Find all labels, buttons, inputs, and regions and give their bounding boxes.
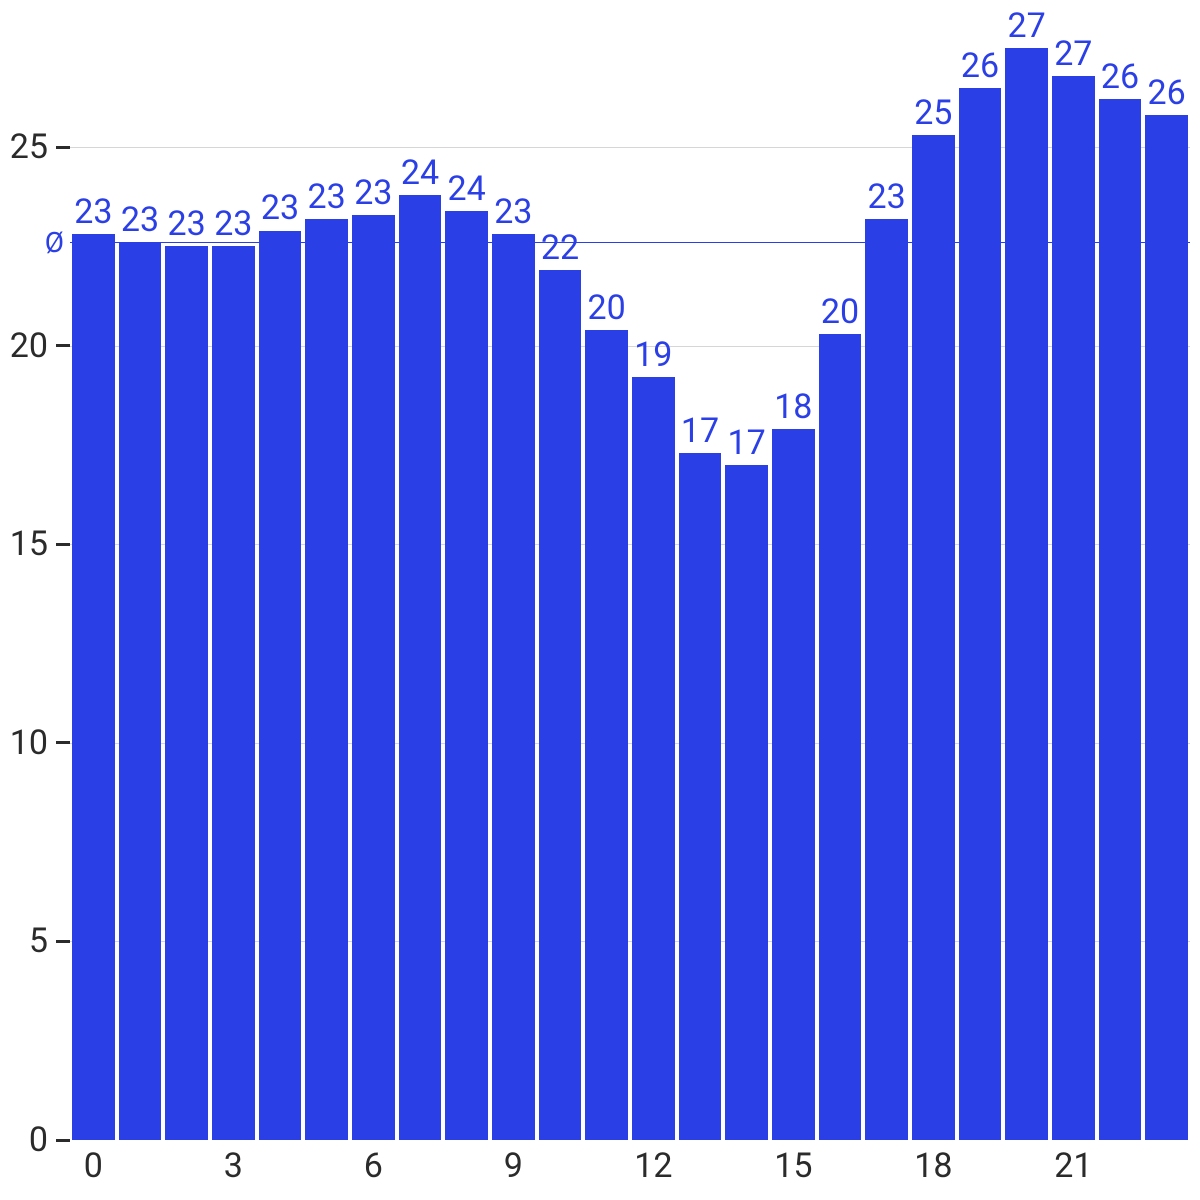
y-axis-tick-label: 15 bbox=[10, 524, 48, 564]
bar bbox=[72, 234, 115, 1140]
average-line bbox=[70, 242, 1190, 243]
bar-value-label: 20 bbox=[579, 288, 634, 328]
bar bbox=[585, 330, 628, 1140]
bar bbox=[772, 429, 815, 1140]
bar bbox=[212, 246, 255, 1140]
x-axis-tick-label: 3 bbox=[193, 1146, 273, 1186]
bar bbox=[445, 211, 488, 1140]
bar-value-label: 25 bbox=[906, 93, 961, 133]
bar bbox=[1052, 76, 1095, 1140]
y-axis-tick-label: 5 bbox=[29, 921, 48, 961]
bar bbox=[352, 215, 395, 1140]
bar-value-label: 19 bbox=[626, 335, 681, 375]
average-label: Ø bbox=[45, 226, 64, 259]
y-axis-tick-mark bbox=[56, 146, 70, 149]
plot-area: 0510152025232323232323232424232220191717… bbox=[70, 20, 1190, 1140]
bar bbox=[165, 246, 208, 1140]
y-axis-tick-mark bbox=[56, 741, 70, 744]
bar bbox=[539, 270, 582, 1140]
bar bbox=[305, 219, 348, 1140]
y-axis-tick-label: 20 bbox=[10, 326, 48, 366]
y-axis-tick: 5 bbox=[29, 921, 70, 961]
bar bbox=[632, 377, 675, 1140]
bar bbox=[959, 88, 1002, 1140]
y-axis-tick-mark bbox=[56, 1139, 70, 1142]
bar bbox=[259, 231, 302, 1141]
x-axis-tick-label: 15 bbox=[753, 1146, 833, 1186]
y-axis-tick: 25 bbox=[10, 127, 70, 167]
x-axis-tick-label: 21 bbox=[1033, 1146, 1113, 1186]
bar bbox=[865, 219, 908, 1140]
y-axis-tick: 10 bbox=[10, 723, 70, 763]
bar bbox=[1145, 115, 1188, 1140]
bar bbox=[119, 242, 162, 1140]
bar bbox=[399, 195, 442, 1140]
bar bbox=[819, 334, 862, 1140]
bar bbox=[679, 453, 722, 1140]
y-axis-tick-mark bbox=[56, 940, 70, 943]
y-axis-tick-mark bbox=[56, 543, 70, 546]
x-axis-tick-label: 9 bbox=[473, 1146, 553, 1186]
x-axis-tick-label: 12 bbox=[613, 1146, 693, 1186]
y-axis-tick-label: 0 bbox=[29, 1120, 48, 1160]
y-axis-tick: 20 bbox=[10, 326, 70, 366]
bar bbox=[912, 135, 955, 1140]
bar-value-label: 17 bbox=[719, 423, 774, 463]
bar bbox=[492, 234, 535, 1140]
bar bbox=[1099, 99, 1142, 1140]
x-axis-tick-label: 18 bbox=[893, 1146, 973, 1186]
bar-value-label: 23 bbox=[859, 177, 914, 217]
bar-value-label: 26 bbox=[953, 46, 1008, 86]
y-axis-tick-label: 25 bbox=[10, 127, 48, 167]
bar-value-label: 22 bbox=[533, 228, 588, 268]
y-axis-tick: 15 bbox=[10, 524, 70, 564]
bar-value-label: 18 bbox=[766, 387, 821, 427]
x-axis-tick-label: 0 bbox=[53, 1146, 133, 1186]
bar bbox=[1005, 48, 1048, 1140]
x-axis-tick-label: 6 bbox=[333, 1146, 413, 1186]
hourly-bar-chart: 0510152025232323232323232424232220191717… bbox=[0, 0, 1200, 1200]
bar-value-label: 26 bbox=[1139, 73, 1194, 113]
bar bbox=[725, 465, 768, 1140]
y-axis-tick-mark bbox=[56, 344, 70, 347]
bar-value-label: 20 bbox=[813, 292, 868, 332]
y-axis-tick-label: 10 bbox=[10, 723, 48, 763]
bar-value-label: 23 bbox=[486, 192, 541, 232]
